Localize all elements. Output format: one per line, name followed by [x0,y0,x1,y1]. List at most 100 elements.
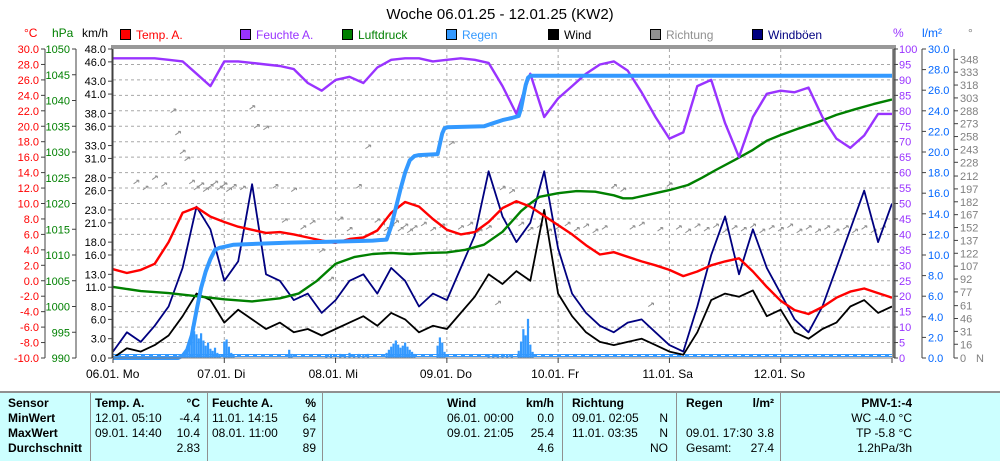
rain-bar [362,354,365,358]
axis-tick-label: 75 [899,121,911,133]
rain-bar [211,350,214,358]
axis-tick-label: 1040 [46,96,70,108]
direction-marker [448,141,455,146]
axis-header-humidity: % [893,26,904,40]
wind-avg-value: 4.6 [537,441,554,455]
axis-tick-label: 12.0 [18,183,39,195]
axis-tick-label: 45 [899,214,911,226]
wind-min-value: 0.0 [537,411,554,425]
direction-marker [411,225,418,230]
axis-tick-label: 43.0 [85,76,106,88]
rain-bar [387,349,390,358]
axis-tick-label: 273 [960,119,978,131]
axis-tick-label: 65 [899,152,911,164]
legend-item-wind: Wind [548,28,591,42]
direction-marker [374,218,381,223]
rain-bar [401,345,404,358]
pressure-series [112,98,893,303]
axis-tick-label: 61 [960,301,972,313]
axis-lm2: 30.0 28.0 26.0 24.0 22.0 20.0 18.0 16.0 14.0 12.0… [921,44,949,365]
axis-tick-label: 10.0 [18,199,39,211]
table-separator [322,393,323,461]
col-header-direction: Richtung [572,396,624,410]
axis-tick-label: 20 [899,291,911,303]
x-axis-day-label: 07.01. Di [197,367,245,381]
axis-tick-label: 1050 [46,44,70,56]
direction-marker [601,225,608,230]
row-label-min: MinWert [8,411,56,425]
axis-tick-label: 1000 [46,302,70,314]
rain-bar [225,339,228,358]
legend-swatch-rain [446,29,457,40]
axis-tick-label: 1010 [46,250,70,262]
rain-bar [406,346,409,358]
rain-max-value: 3.8 [757,426,774,440]
axis-tick-label: 197 [960,184,978,196]
col-unit-wind: km/h [525,396,554,410]
legend-swatch-pressure [342,29,353,40]
direction-marker [573,226,580,232]
rain-bar [531,351,534,358]
axis-tick-label: 1005 [46,276,70,288]
direction-marker [318,248,325,253]
axis-tick-label: 60 [899,168,911,180]
axis-tick-label: 6.0 [928,291,943,303]
x-axis-day-label: 06.01. Mo [86,367,140,381]
rain-bar [218,354,221,358]
axis-tick-label: 31.0 [85,153,106,165]
axis-tick-label: 31 [960,326,972,338]
direction-marker [833,228,840,234]
direction-marker [685,228,692,234]
humidity-max-date: 08.01. 11:00 [212,426,278,440]
direction-marker [805,225,812,230]
legend-swatch-wind [548,29,559,40]
axis-tick-label: 28.0 [18,59,39,71]
legend-item-direction: Richtung [650,28,713,42]
axis-temp: 30.0 28.0 26.0 24.0 22.0 20.0 18.0 16.0 14.0 12.0… [14,44,46,365]
axis-tick-label: 1045 [46,70,70,82]
legend-swatch-temp [120,29,131,40]
direction-marker [638,221,645,227]
axis-tick-label: 1030 [46,147,70,159]
rain-bar [197,338,200,358]
direction-marker [170,108,177,114]
axis-tick-label: 30.0 [928,44,949,56]
axis-tick-label: 16.0 [18,152,39,164]
direction-marker [777,226,784,232]
axis-tick-label: 13.0 [85,269,106,281]
rain-bar [438,337,442,358]
col-header-humidity: Feuchte A. [212,396,273,410]
col-unit-temp: °C [186,396,200,410]
rain-max-date: 09.01. 17:30 [686,426,753,440]
rain-bar [290,353,293,358]
rain-bar [209,348,212,358]
legend-swatch-direction [650,29,661,40]
direction-marker [457,225,464,230]
rain-bar [492,353,495,358]
direction-marker [796,228,803,234]
col-header-wind: Wind [447,396,477,410]
direction-marker [768,225,775,230]
direction-marker [253,123,260,129]
axis-tick-label: 0.0 [928,353,943,365]
axis-tick-label: 20.0 [928,147,949,159]
direction-marker [675,225,682,230]
axis-tick-label: 2.0 [24,260,39,272]
rain-bar [410,351,414,358]
direction-max-value: N [659,426,668,440]
temp-max-value: 10.4 [176,426,200,440]
direction-marker [852,228,859,234]
axis-tick-label: 1020 [46,199,70,211]
axis-tick-label: 2.0 [928,332,943,344]
direction-marker [355,184,362,189]
axis-tick-label: 8.0 [928,271,943,283]
axis-tick-label: -4.0 [20,307,39,319]
axis-tick-label: 6.0 [91,314,106,326]
direction-marker [290,187,297,192]
axis-tick-label: 122 [960,248,978,260]
direction-min-value: N [659,411,668,425]
rain-bar [202,340,205,358]
direction-marker [657,226,664,232]
rain-total-series [113,73,892,360]
